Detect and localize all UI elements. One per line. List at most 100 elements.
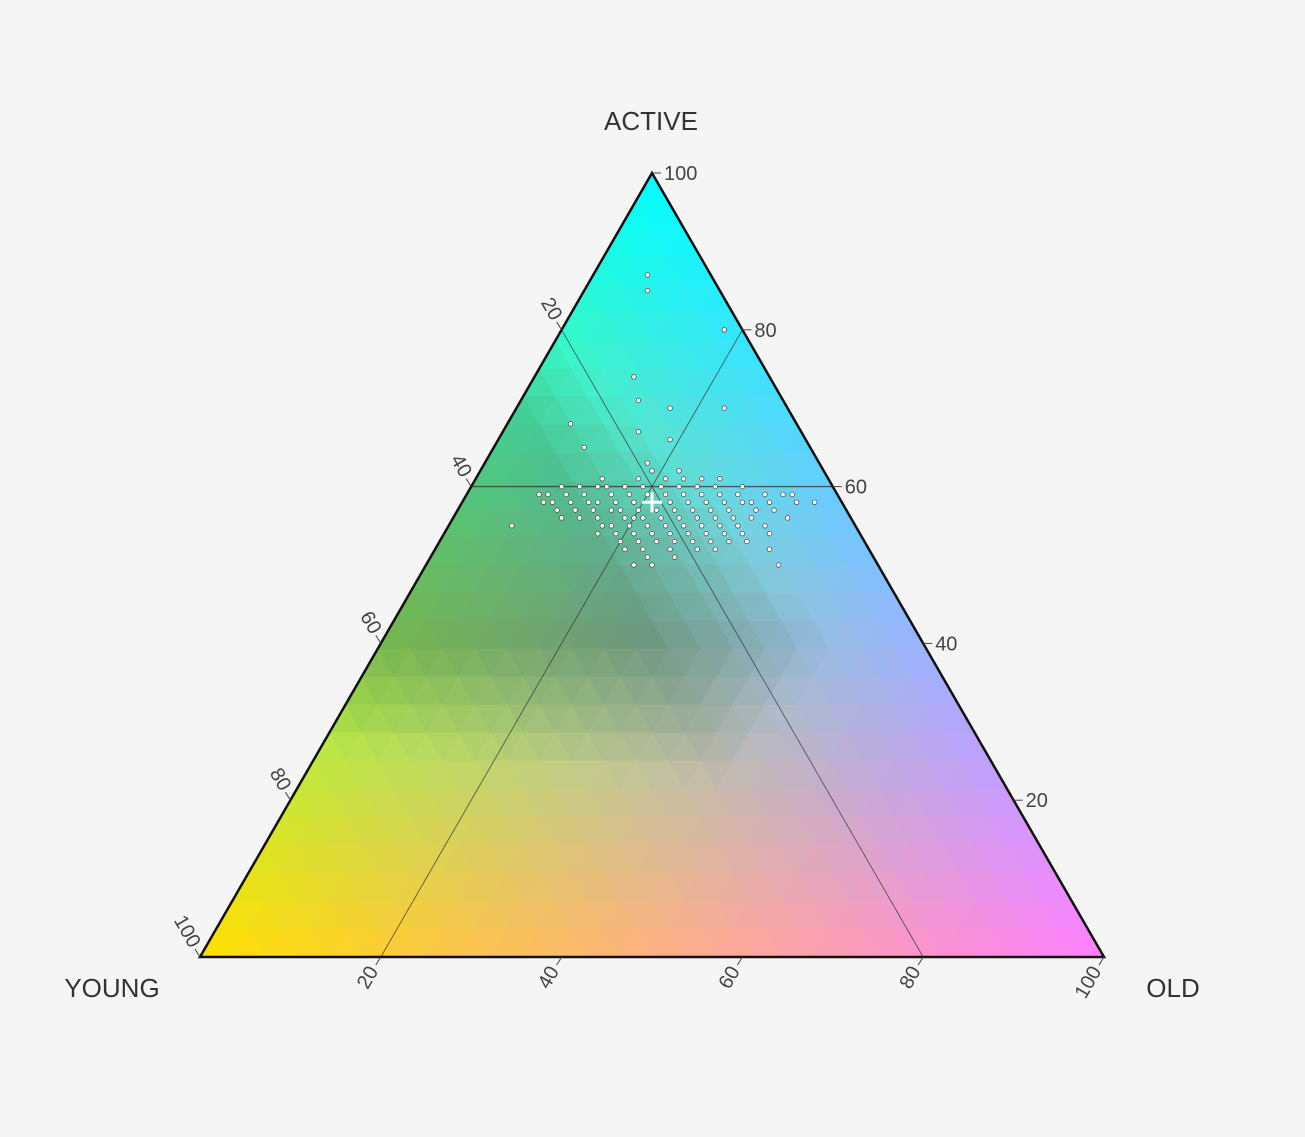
data-point xyxy=(694,515,700,521)
data-point xyxy=(631,515,637,521)
data-point xyxy=(558,515,565,521)
data-point xyxy=(572,507,578,513)
scatter-points xyxy=(509,272,818,568)
data-point xyxy=(694,546,700,553)
data-point xyxy=(699,491,705,498)
data-point xyxy=(739,530,746,537)
data-point xyxy=(631,530,637,537)
data-point xyxy=(766,530,773,537)
data-point xyxy=(567,421,574,427)
data-point xyxy=(712,546,718,553)
axis-title-young: YOUNG xyxy=(64,973,159,1003)
data-point xyxy=(635,397,642,404)
tick-mark-young xyxy=(194,948,201,958)
tick-mark-old xyxy=(736,956,743,966)
data-point xyxy=(554,507,560,513)
data-point xyxy=(631,499,637,505)
data-point xyxy=(640,546,646,553)
data-point xyxy=(735,491,741,498)
data-point xyxy=(576,483,583,490)
data-point xyxy=(721,327,728,333)
data-point xyxy=(717,523,723,529)
data-point xyxy=(549,499,556,505)
tick-label-active: 40 xyxy=(935,633,957,655)
data-point xyxy=(775,562,782,568)
tick-mark-old xyxy=(917,956,924,966)
tick-label-young: 80 xyxy=(265,764,295,794)
data-point xyxy=(595,483,601,490)
data-point xyxy=(762,523,768,529)
data-point xyxy=(658,483,664,490)
ref-line-old xyxy=(380,329,743,958)
data-point xyxy=(735,523,741,529)
data-point xyxy=(662,491,669,498)
data-point xyxy=(748,499,755,505)
data-point xyxy=(635,476,642,482)
data-point xyxy=(784,515,791,521)
ref-line-young xyxy=(561,329,924,958)
data-point xyxy=(540,499,547,505)
tick-label-active: 60 xyxy=(845,477,867,499)
tick-mark-young xyxy=(556,321,563,331)
data-point xyxy=(644,554,651,560)
tick-label-old: 20 xyxy=(353,963,383,993)
data-point xyxy=(644,460,651,466)
data-point xyxy=(662,476,669,482)
data-point xyxy=(608,523,615,529)
data-point xyxy=(640,515,646,521)
data-point xyxy=(753,507,759,513)
data-point xyxy=(599,476,605,482)
data-point xyxy=(744,538,750,545)
data-point xyxy=(726,538,732,545)
data-point xyxy=(667,436,673,443)
data-point xyxy=(644,272,651,278)
data-point xyxy=(762,491,768,498)
data-point xyxy=(576,515,583,521)
tick-label-young: 40 xyxy=(446,451,476,481)
data-point xyxy=(622,483,628,490)
data-point xyxy=(667,405,673,411)
data-point xyxy=(662,523,669,529)
data-point xyxy=(626,491,633,498)
data-point xyxy=(595,530,601,537)
data-point xyxy=(635,538,642,545)
reference-lines xyxy=(380,329,924,958)
data-point xyxy=(685,530,691,537)
data-point xyxy=(680,476,687,482)
data-point xyxy=(766,546,773,553)
data-point xyxy=(667,546,673,553)
tick-label-old: 60 xyxy=(715,963,745,993)
data-point xyxy=(721,530,728,537)
data-point xyxy=(676,483,682,490)
data-point xyxy=(699,476,705,482)
data-point xyxy=(649,530,655,537)
data-point xyxy=(649,562,655,568)
data-point xyxy=(604,483,610,490)
tick-mark-young xyxy=(465,478,472,487)
data-point xyxy=(789,491,795,498)
data-point xyxy=(694,483,700,490)
tick-label-old: 80 xyxy=(895,963,925,993)
axis-titles: ACTIVE YOUNG OLD xyxy=(64,106,1199,1003)
data-point xyxy=(708,538,714,545)
data-point xyxy=(567,499,574,505)
tick-label-active: 80 xyxy=(754,320,776,342)
data-point xyxy=(599,523,605,529)
data-point xyxy=(595,515,601,521)
data-point xyxy=(613,530,619,537)
color-gradient-background xyxy=(199,172,1105,958)
data-point xyxy=(748,515,755,521)
data-point xyxy=(699,523,705,529)
data-point xyxy=(689,507,696,513)
data-point xyxy=(766,499,773,505)
data-point xyxy=(739,483,746,490)
data-point xyxy=(626,523,633,529)
data-point xyxy=(608,491,615,498)
data-point xyxy=(812,499,818,505)
tick-mark-young xyxy=(375,635,382,644)
data-point xyxy=(595,499,601,505)
data-point xyxy=(536,491,542,498)
data-point xyxy=(712,483,718,490)
data-point xyxy=(622,515,628,521)
